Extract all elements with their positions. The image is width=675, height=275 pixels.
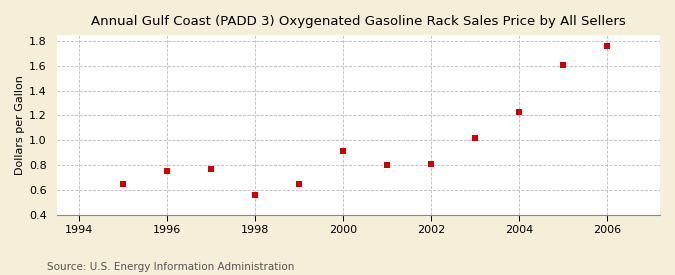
Point	[558, 62, 568, 67]
Point	[118, 182, 129, 186]
Point	[382, 163, 393, 167]
Text: Source: U.S. Energy Information Administration: Source: U.S. Energy Information Administ…	[47, 262, 294, 272]
Point	[338, 149, 349, 154]
Point	[250, 193, 261, 197]
Point	[162, 169, 173, 174]
Point	[206, 167, 217, 171]
Y-axis label: Dollars per Gallon: Dollars per Gallon	[15, 75, 25, 175]
Point	[602, 44, 613, 48]
Point	[514, 109, 524, 114]
Point	[294, 182, 304, 186]
Point	[470, 136, 481, 140]
Title: Annual Gulf Coast (PADD 3) Oxygenated Gasoline Rack Sales Price by All Sellers: Annual Gulf Coast (PADD 3) Oxygenated Ga…	[91, 15, 626, 28]
Point	[426, 162, 437, 166]
